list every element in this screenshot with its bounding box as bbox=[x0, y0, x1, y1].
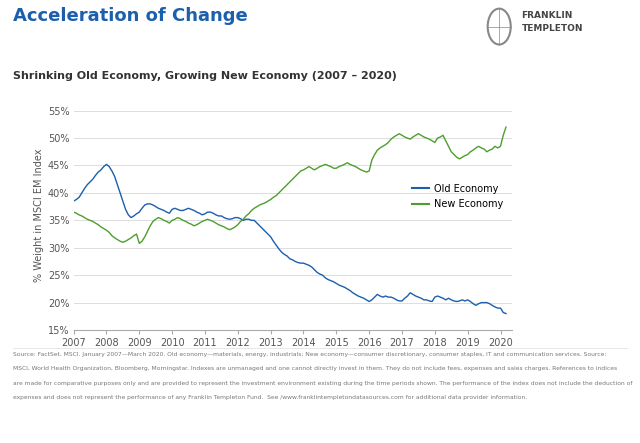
Legend: Old Economy, New Economy: Old Economy, New Economy bbox=[408, 179, 507, 213]
Text: Source: FactSet, MSCI. January 2007—March 2020. Old economy—materials, energy, i: Source: FactSet, MSCI. January 2007—Marc… bbox=[13, 352, 606, 357]
Text: Shrinking Old Economy, Growing New Economy (2007 – 2020): Shrinking Old Economy, Growing New Econo… bbox=[13, 71, 397, 81]
Text: Acceleration of Change: Acceleration of Change bbox=[13, 7, 248, 25]
Text: MSCI, World Health Organization, Bloomberg, Morningstar. Indexes are unmanaged a: MSCI, World Health Organization, Bloombe… bbox=[13, 366, 617, 371]
Text: expenses and does not represent the performance of any Franklin Templeton Fund. : expenses and does not represent the perf… bbox=[13, 395, 527, 400]
Text: are made for comparative purposes only and are provided to represent the investm: are made for comparative purposes only a… bbox=[13, 381, 632, 385]
Y-axis label: % Weight in MSCI EM Index: % Weight in MSCI EM Index bbox=[34, 148, 44, 282]
Text: FRANKLIN
TEMPLETON: FRANKLIN TEMPLETON bbox=[522, 11, 583, 33]
